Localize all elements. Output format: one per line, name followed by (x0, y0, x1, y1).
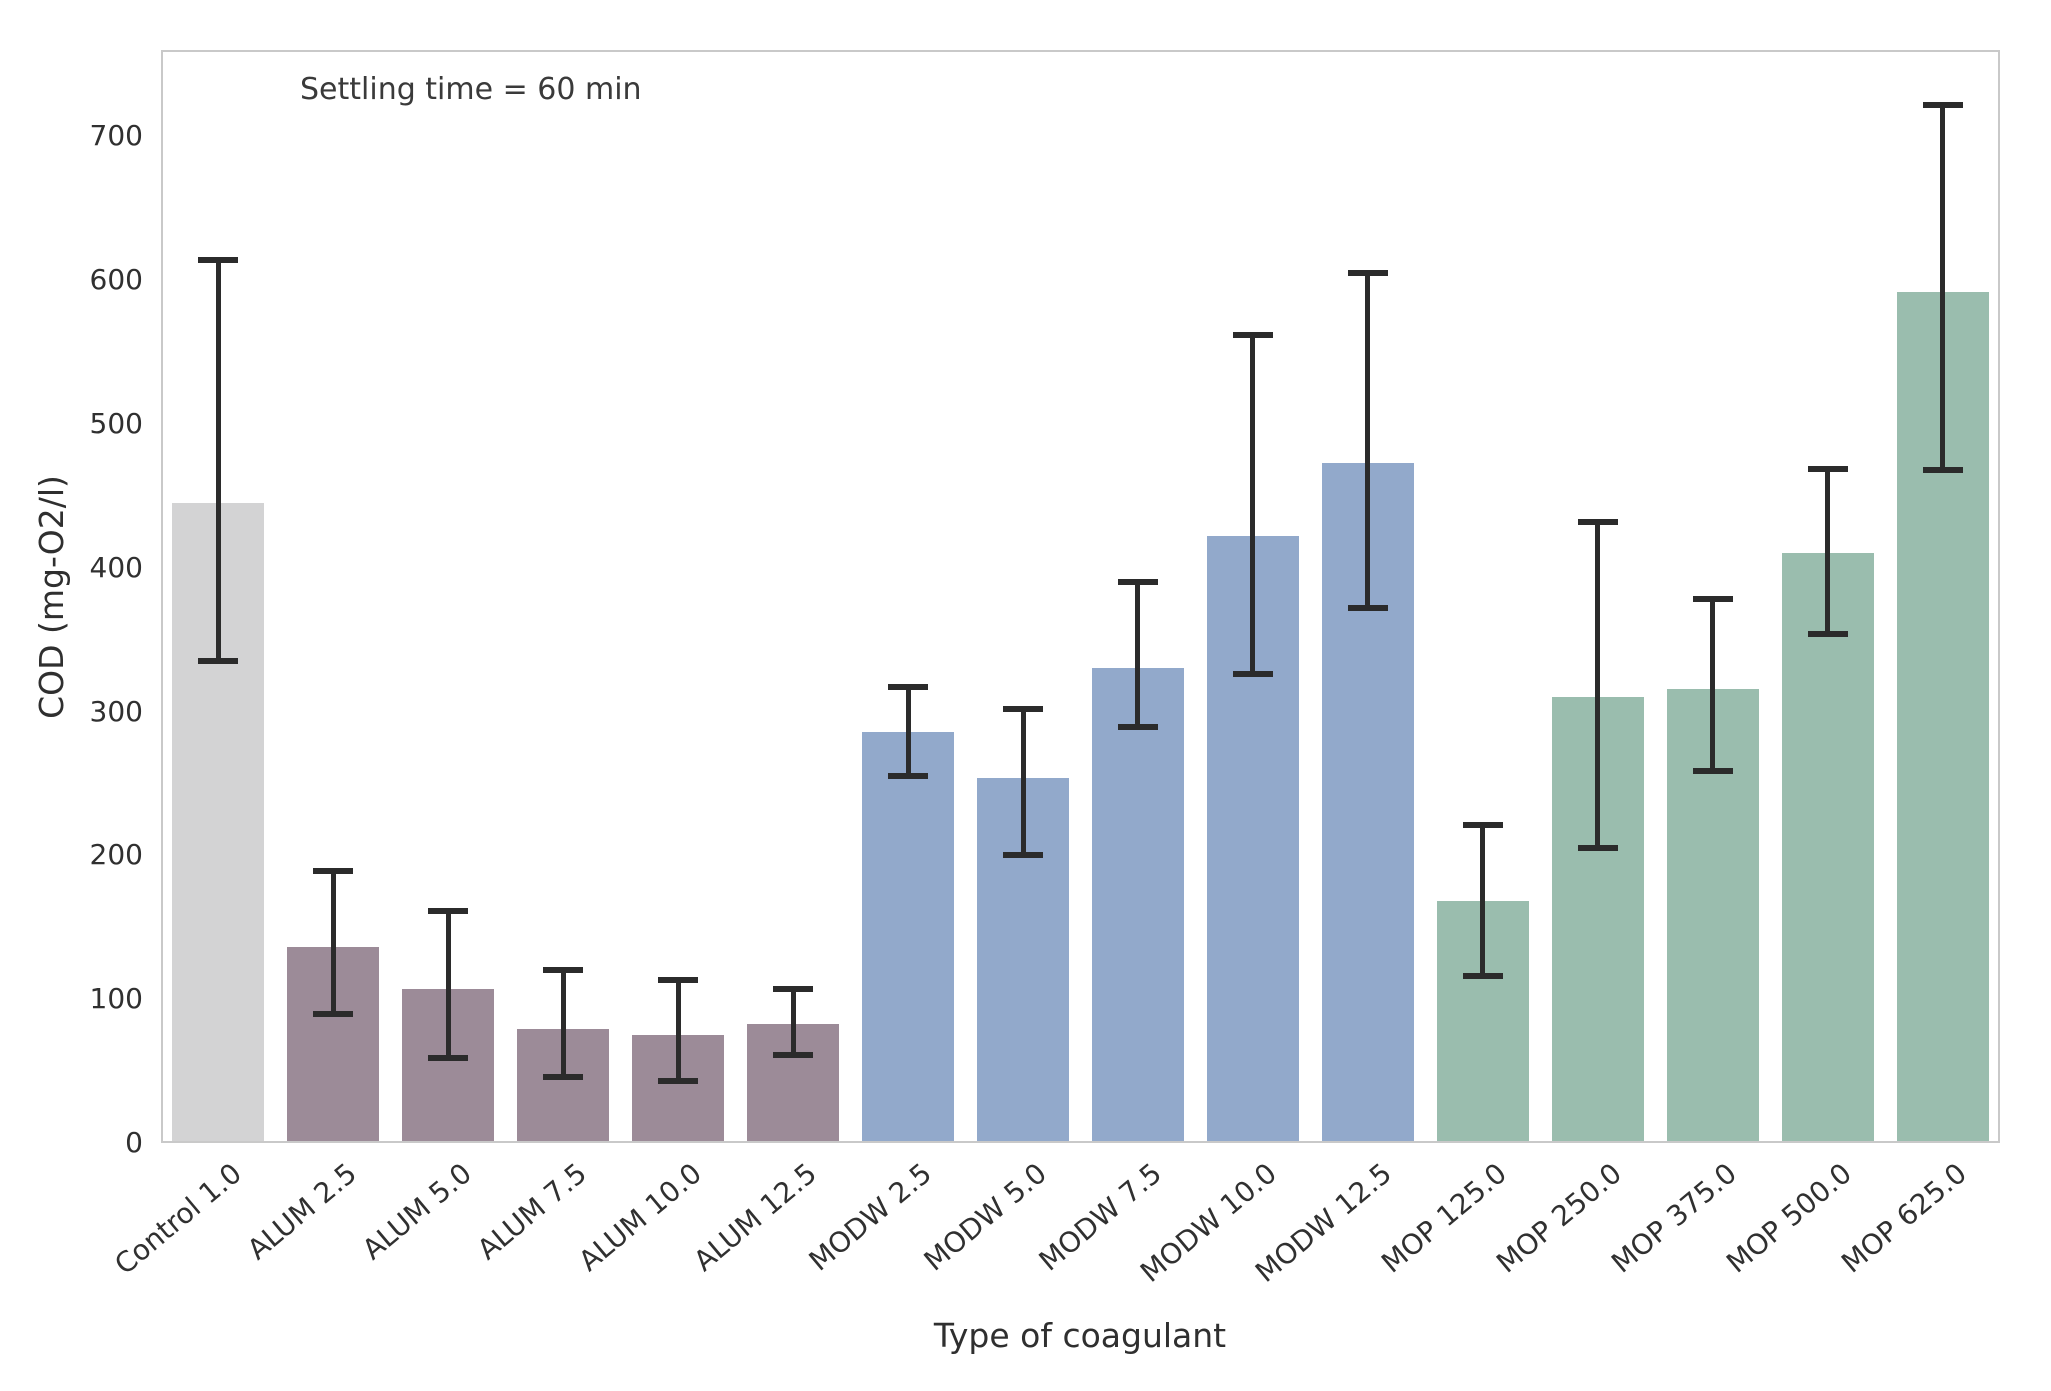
errorbar-cap-low-mop-125-0 (1462, 973, 1503, 980)
xtick-label-modw-2-5: MODW 2.5 (802, 1156, 939, 1278)
errorbar-cap-low-modw-7-5 (1117, 724, 1158, 731)
errorbar-cap-low-modw-12-5 (1347, 605, 1388, 611)
errorbar-cap-high-mop-625-0 (1922, 101, 1963, 108)
errorbar-cap-high-modw-2-5 (888, 684, 929, 691)
errorbar-line-modw-10-0 (1250, 334, 1256, 675)
ytick-label-600: 600 (89, 263, 143, 297)
xtick-label-mop-375-0: MOP 375.0 (1604, 1156, 1743, 1280)
bar-mop-500-0 (1781, 553, 1874, 1141)
xtick-label-mop-250-0: MOP 250.0 (1489, 1156, 1628, 1280)
errorbar-line-mop-250-0 (1595, 521, 1601, 849)
errorbar-cap-low-mop-250-0 (1577, 845, 1618, 852)
errorbar-cap-high-control-1-0 (198, 256, 239, 263)
x-axis-title: Type of coagulant (933, 1316, 1227, 1355)
ytick-label-400: 400 (89, 550, 143, 584)
xtick-label-alum-2-5: ALUM 2.5 (241, 1156, 364, 1267)
bar-modw-7-5 (1091, 668, 1184, 1141)
errorbar-line-modw-5-0 (1020, 708, 1026, 856)
errorbar-line-modw-12-5 (1365, 272, 1371, 608)
errorbar-cap-low-alum-10-0 (658, 1078, 699, 1085)
xtick-label-mop-125-0: MOP 125.0 (1374, 1156, 1513, 1280)
errorbar-cap-low-alum-12-5 (773, 1052, 814, 1059)
errorbar-cap-low-control-1-0 (198, 658, 239, 665)
errorbar-cap-high-modw-7-5 (1117, 579, 1158, 586)
ytick-label-0: 0 (125, 1126, 143, 1159)
errorbar-cap-high-modw-10-0 (1232, 331, 1273, 338)
xtick-label-mop-500-0: MOP 500.0 (1719, 1156, 1858, 1280)
errorbar-line-modw-7-5 (1135, 582, 1141, 728)
xtick-label-alum-5-0: ALUM 5.0 (356, 1156, 479, 1267)
errorbar-line-modw-2-5 (905, 687, 911, 777)
ytick-label-200: 200 (89, 838, 143, 872)
ytick-label-500: 500 (89, 406, 143, 440)
errorbar-line-mop-125-0 (1480, 825, 1486, 977)
xtick-label-alum-12-5: ALUM 12.5 (687, 1156, 824, 1278)
errorbar-line-alum-5-0 (445, 911, 451, 1059)
ytick-label-100: 100 (89, 982, 143, 1016)
errorbar-cap-high-mop-125-0 (1462, 822, 1503, 829)
y-axis-title: COD (mg-O2/l) (32, 475, 71, 719)
errorbar-cap-low-modw-10-0 (1232, 671, 1273, 678)
errorbar-cap-high-modw-12-5 (1347, 269, 1388, 276)
ytick-label-300: 300 (89, 694, 143, 728)
settling-time-annotation: Settling time = 60 min (300, 72, 642, 107)
errorbar-cap-high-mop-375-0 (1692, 596, 1733, 603)
errorbar-cap-high-alum-12-5 (773, 986, 814, 993)
errorbar-cap-low-alum-5-0 (428, 1055, 469, 1062)
errorbar-line-alum-12-5 (790, 989, 796, 1056)
errorbar-cap-low-mop-625-0 (1922, 466, 1963, 473)
errorbar-line-mop-625-0 (1940, 104, 1946, 470)
xtick-label-control-1-0: Control 1.0 (108, 1156, 249, 1282)
errorbar-cap-low-mop-500-0 (1807, 630, 1848, 637)
xtick-label-mop-625-0: MOP 625.0 (1834, 1156, 1973, 1280)
errorbar-cap-high-mop-500-0 (1807, 465, 1848, 472)
errorbar-line-alum-7-5 (560, 970, 566, 1077)
errorbar-line-alum-10-0 (675, 980, 681, 1082)
errorbar-line-control-1-0 (215, 259, 221, 662)
errorbar-cap-high-mop-250-0 (1577, 518, 1618, 525)
xtick-label-modw-5-0: MODW 5.0 (917, 1156, 1053, 1278)
errorbar-line-mop-500-0 (1825, 468, 1831, 634)
ytick-label-700: 700 (89, 119, 143, 153)
errorbar-line-mop-375-0 (1710, 599, 1716, 771)
errorbar-cap-high-alum-7-5 (543, 967, 584, 974)
errorbar-cap-high-alum-10-0 (658, 977, 699, 984)
xtick-label-alum-10-0: ALUM 10.0 (572, 1156, 709, 1278)
errorbar-cap-low-alum-7-5 (543, 1073, 584, 1080)
errorbar-cap-high-alum-2-5 (313, 868, 354, 875)
errorbar-cap-high-alum-5-0 (428, 908, 469, 915)
errorbar-cap-high-modw-5-0 (1003, 705, 1044, 712)
errorbar-cap-low-mop-375-0 (1692, 767, 1733, 774)
errorbar-cap-low-modw-2-5 (888, 773, 929, 780)
errorbar-cap-low-modw-5-0 (1003, 852, 1044, 859)
errorbar-line-alum-2-5 (330, 871, 336, 1014)
errorbar-cap-low-alum-2-5 (313, 1010, 354, 1017)
bar-modw-2-5 (862, 731, 955, 1141)
